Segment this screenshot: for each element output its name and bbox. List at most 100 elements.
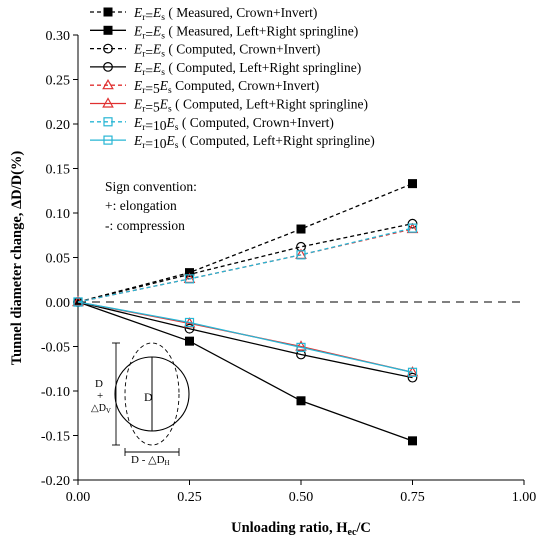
inset-horizontal-label-text: D - △D	[131, 454, 165, 466]
legend-label-part: ( Computed, Left+Right springline)	[165, 60, 361, 75]
sign-convention-title: Sign convention:	[105, 179, 197, 194]
legend-label-part: E	[166, 133, 176, 148]
legend-label-part: ( Computed, Crown+Invert)	[165, 42, 320, 57]
legend-marker	[103, 25, 113, 35]
legend-label: Er=Es ( Measured, Crown+Invert)	[133, 5, 317, 23]
y-tick-label: 0.20	[46, 118, 71, 133]
legend-item-0: Er=Es ( Measured, Crown+Invert)	[90, 5, 317, 23]
legend-label-part: E	[133, 42, 143, 57]
legend-label: Er=10Es ( Computed, Left+Right springlin…	[133, 133, 375, 151]
y-tick-label: 0.10	[46, 207, 71, 222]
legend-item-7: Er=10Es ( Computed, Left+Right springlin…	[90, 133, 375, 151]
legend-label-part: r	[142, 105, 146, 115]
series-7-line	[77, 301, 413, 373]
sign-convention-compression: -: compression	[105, 218, 185, 233]
inset-horizontal-label: D - △DH	[131, 454, 170, 467]
y-tick-label: 0.05	[46, 252, 71, 267]
series-5	[72, 295, 419, 377]
deformation-inset: D D + △DV D - △DH	[91, 342, 190, 467]
legend-label-part: =	[145, 45, 153, 60]
legend-label-part: =10	[145, 118, 166, 133]
legend-label-part: E	[133, 5, 143, 20]
legend-label-part: E	[166, 115, 176, 130]
x-tick-label: 0.75	[400, 490, 425, 505]
legend-label-part: s	[175, 123, 179, 133]
legend-label-part: s	[168, 86, 172, 96]
y-tick-label: 0.25	[46, 74, 71, 89]
inset-vertical-label-d: D	[95, 378, 103, 390]
legend-label: Er=5Es ( Computed, Left+Right springline…	[133, 97, 368, 115]
y-tick-label: 0.30	[46, 29, 71, 44]
legend-marker	[103, 117, 113, 127]
data-point	[185, 336, 194, 346]
y-tick-label: 0.00	[46, 296, 71, 311]
legend-label-part: r	[142, 31, 146, 41]
series-6	[73, 223, 418, 307]
legend-item-3: Er=Es ( Computed, Left+Right springline)	[90, 60, 361, 78]
inset-horizontal-label-sub: H	[165, 459, 170, 467]
axes: -0.20 -0.15 -0.10 -0.05 0.00 0.05 0.10 0.15 0.20…	[41, 29, 536, 505]
inset-deformed-ellipse	[124, 342, 180, 446]
inset-vertical-delta-text: △D	[91, 403, 106, 414]
legend-marker	[103, 43, 113, 54]
legend-label-part: r	[142, 141, 146, 151]
legend-label-part: s	[161, 68, 165, 78]
data-point	[184, 323, 195, 334]
legend-item-1: Er=Es ( Measured, Left+Right springline)	[90, 23, 358, 41]
legend-label-part: ( Computed, Crown+Invert)	[179, 115, 334, 130]
legend-label-part: =	[145, 8, 153, 23]
sign-convention: Sign convention: +: elongation -: compre…	[105, 179, 197, 233]
data-point	[407, 223, 418, 233]
data-point	[408, 179, 417, 189]
legend-label-part: s	[168, 105, 172, 115]
data-point	[296, 396, 306, 406]
series-6-line	[77, 227, 413, 303]
x-axis-title-sub: ec	[348, 527, 357, 538]
x-axis-title-main: Unloading ratio, H	[231, 520, 348, 536]
legend-label: Er=Es ( Computed, Crown+Invert)	[133, 42, 320, 60]
legend-label: Er=5Es Computed, Crown+Invert)	[133, 78, 319, 96]
data-point	[407, 372, 418, 383]
y-tick-label: -0.05	[41, 341, 70, 356]
inset-d-label: D	[144, 390, 153, 404]
legend-label-part: ( Measured, Left+Right springline)	[165, 23, 358, 38]
legend-label-part: r	[142, 68, 146, 78]
series-1	[73, 297, 417, 446]
y-tick-label: 0.15	[46, 163, 71, 178]
x-tick-label: 0.00	[66, 490, 91, 505]
data-point	[296, 342, 306, 352]
legend: Er=Es ( Measured, Crown+Invert)Er=Es ( M…	[90, 5, 375, 151]
data-point	[296, 250, 306, 260]
legend-label-part: E	[159, 78, 169, 93]
y-tick-label: -0.20	[41, 474, 70, 489]
legend-marker	[103, 62, 113, 72]
data-point	[296, 224, 306, 234]
series-0-line	[77, 183, 413, 303]
legend-marker	[103, 135, 113, 145]
legend-label-part: r	[142, 86, 146, 96]
legend-label-part: r	[142, 13, 146, 23]
data-point	[407, 367, 418, 377]
legend-label-part: s	[175, 141, 179, 151]
x-axis-title-tail: /C	[355, 520, 371, 536]
series-layer	[72, 179, 419, 446]
legend-label-part: E	[133, 115, 143, 130]
series-2-line	[77, 223, 413, 303]
legend-label-part: E	[133, 23, 143, 38]
legend-label-part: E	[159, 97, 169, 112]
x-tick-label: 1.00	[512, 490, 537, 505]
inset-vertical-label-plus: +	[97, 390, 103, 402]
data-point	[184, 317, 195, 328]
x-tick-label: 0.50	[289, 490, 314, 505]
legend-label-part: E	[133, 97, 143, 112]
data-point	[408, 436, 417, 446]
y-axis-title: Tunnel diameter change, ΔD/D(%)	[9, 151, 25, 366]
legend-label-part: r	[142, 50, 146, 60]
legend-label: Er=10Es ( Computed, Crown+Invert)	[133, 115, 334, 133]
legend-label-part: Computed, Crown+Invert)	[172, 78, 319, 93]
legend-item-2: Er=Es ( Computed, Crown+Invert)	[90, 42, 320, 60]
legend-label-part: E	[152, 42, 162, 57]
legend-label-part: ( Measured, Crown+Invert)	[165, 5, 317, 20]
inset-vertical-delta-sub: V	[106, 407, 111, 415]
